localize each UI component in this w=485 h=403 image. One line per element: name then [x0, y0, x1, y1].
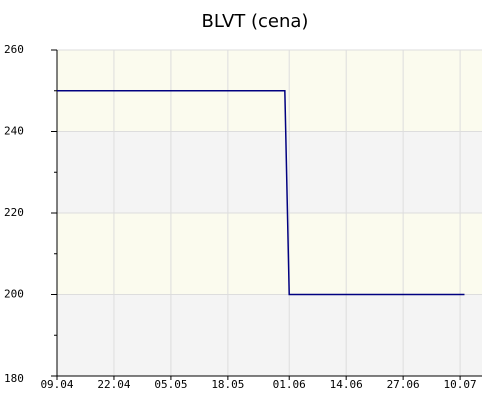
x-tick-label: 09.04 — [40, 378, 73, 391]
x-tick-label: 27.06 — [387, 378, 420, 391]
x-tick-label: 18.05 — [211, 378, 244, 391]
plot-band — [57, 294, 482, 376]
x-tick-label: 14.06 — [330, 378, 363, 391]
y-tick-label: 240 — [4, 125, 24, 138]
x-tick-label: 01.06 — [273, 378, 306, 391]
plot-band — [57, 131, 482, 213]
y-tick-label: 180 — [4, 372, 24, 385]
y-tick-label: 220 — [4, 206, 24, 219]
x-tick-label: 05.05 — [154, 378, 187, 391]
x-tick-label: 22.04 — [97, 378, 130, 391]
data-line — [57, 90, 465, 296]
x-tick-label: 10.07 — [444, 378, 477, 391]
y-tick-label: 260 — [4, 43, 24, 56]
chart-title: BLVT (cena) — [202, 11, 309, 32]
y-tick-label: 200 — [4, 288, 24, 301]
plot-band — [57, 213, 482, 295]
